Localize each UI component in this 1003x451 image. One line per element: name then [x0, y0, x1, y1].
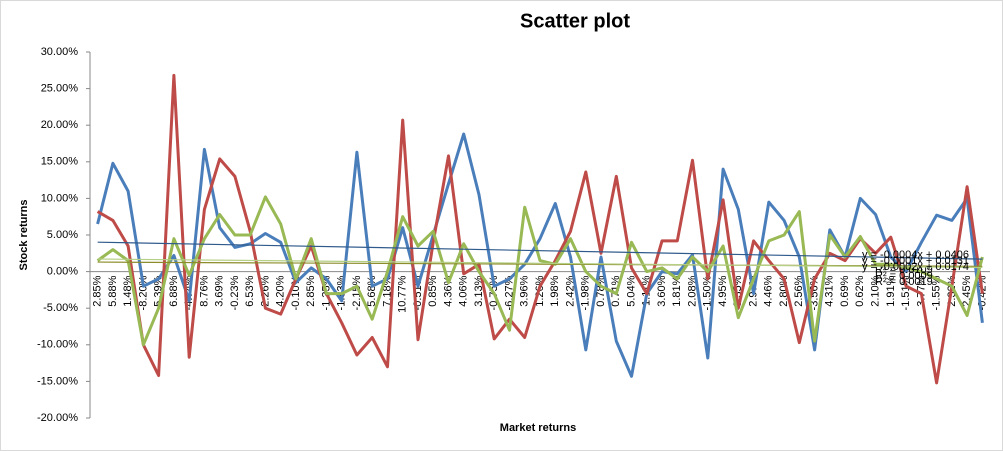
x-tick-label: 3.77% — [915, 275, 927, 306]
x-tick-label: 5.88% — [107, 275, 119, 306]
x-tick-label: -1.51% — [900, 275, 912, 310]
trendline-r2: R² = 0.0019 — [875, 276, 933, 288]
y-tick-label: -5.00% — [43, 302, 78, 314]
y-tick-label: -10.00% — [37, 339, 78, 351]
x-axis-title: Market returns — [500, 422, 576, 434]
y-tick-label: -15.00% — [37, 375, 78, 387]
x-tick-label: 3.60% — [656, 275, 668, 306]
x-tick-label: 8.76% — [198, 275, 210, 306]
x-tick-label: -0.23% — [229, 275, 241, 310]
x-tick-label: 3.96% — [519, 275, 531, 306]
y-tick-label: -20.00% — [37, 412, 78, 424]
trendline-equation: y = -0.0002x + 0.0174 — [862, 261, 969, 273]
x-tick-label: 2.80% — [778, 275, 790, 306]
x-tick-label: -1.55% — [931, 275, 943, 310]
y-tick-label: 30.00% — [41, 46, 79, 58]
x-tick-label: -1.98% — [580, 275, 592, 310]
y-tick-label: 15.00% — [41, 156, 79, 168]
x-tick-label: 6.53% — [244, 275, 256, 306]
x-tick-label: 1.91% — [885, 275, 897, 306]
y-tick-label: 5.00% — [47, 229, 78, 241]
x-tick-label: 4.95% — [717, 275, 729, 306]
x-tick-label: 1.98% — [549, 275, 561, 306]
y-tick-label: 20.00% — [41, 119, 79, 131]
x-tick-label: 4.20% — [275, 275, 287, 306]
y-tick-label: 10.00% — [41, 192, 79, 204]
x-tick-label: 3.69% — [214, 275, 226, 306]
x-tick-label: 6.88% — [168, 275, 180, 306]
trendline-equation: y = -0.0001x + 0.0131 — [862, 255, 969, 267]
y-tick-label: 0.00% — [47, 266, 78, 278]
x-tick-label: 4.46% — [763, 275, 775, 306]
x-tick-label: 0.69% — [839, 275, 851, 306]
x-tick-label: 4.31% — [824, 275, 836, 306]
x-tick-label: 2.85% — [92, 275, 104, 306]
y-tick-label: 25.00% — [41, 83, 79, 95]
x-tick-label: 4.36% — [442, 275, 454, 306]
x-tick-label: 0.62% — [854, 275, 866, 306]
trendline — [97, 258, 983, 269]
x-tick-label: -2.15% — [351, 275, 363, 310]
x-tick-label: 4.06% — [458, 275, 470, 306]
x-tick-label: 5.04% — [625, 275, 637, 306]
chart-title: Scatter plot — [520, 10, 630, 32]
x-tick-label: -1.50% — [702, 275, 714, 310]
x-tick-label: 10.77% — [397, 275, 409, 313]
y-axis-title: Stock returns — [18, 200, 30, 271]
x-tick-label: -3.56% — [808, 275, 820, 310]
x-tick-label: 2.10% — [869, 275, 881, 306]
trendline-r2: R² = 0.0009 — [875, 270, 933, 282]
x-tick-label: 0.85% — [427, 275, 439, 306]
x-tick-label: 1.81% — [671, 275, 683, 306]
trendline-equation: y = -0.0004x + 0.0406 — [862, 249, 969, 261]
trendline — [97, 241, 983, 260]
series-line — [96, 195, 984, 347]
x-tick-label: 2.85% — [305, 275, 317, 306]
